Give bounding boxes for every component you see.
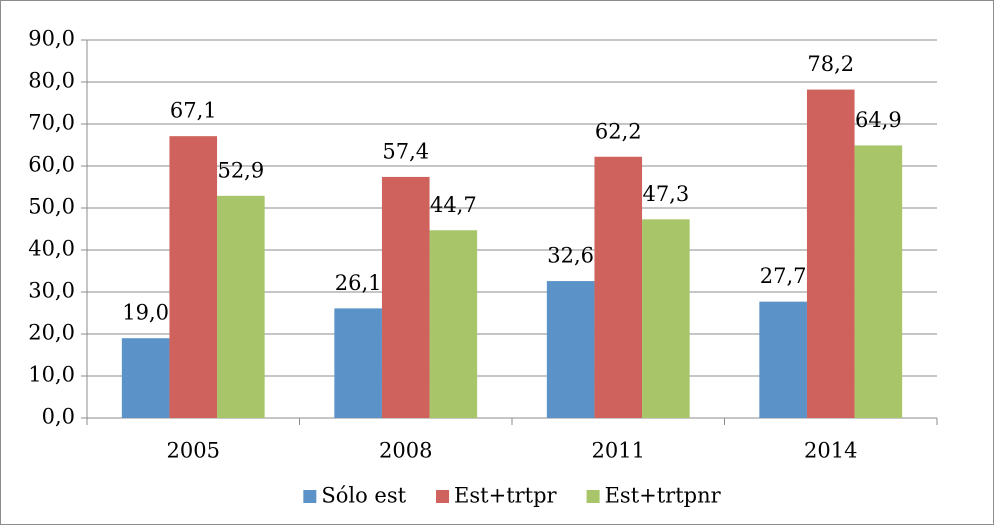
data-label: 67,1 <box>170 99 217 123</box>
data-label: 62,2 <box>595 119 642 143</box>
legend-label: Est+trtpr <box>454 484 558 508</box>
bar <box>854 145 903 419</box>
legend-label: Sólo est <box>321 484 406 508</box>
data-label: 64,9 <box>855 108 902 132</box>
data-label: 27,7 <box>760 264 807 288</box>
y-tick-label: 80,0 <box>28 69 75 93</box>
bar <box>217 195 265 418</box>
x-tick-label: 2005 <box>167 439 220 463</box>
legend-label: Est+trtpnr <box>605 484 722 508</box>
data-label: 52,9 <box>217 158 264 182</box>
bar <box>121 338 170 418</box>
legend-swatch <box>436 490 450 503</box>
data-label: 19,0 <box>122 301 169 325</box>
bar <box>381 176 430 418</box>
bar <box>169 136 218 418</box>
x-tick-label: 2011 <box>592 439 645 463</box>
legend-swatch <box>303 490 317 503</box>
data-label: 26,1 <box>335 271 382 295</box>
bar <box>642 219 690 418</box>
data-label: 47,3 <box>642 182 689 206</box>
bar <box>546 281 595 418</box>
y-tick-label: 70,0 <box>28 111 75 135</box>
y-tick-label: 60,0 <box>28 153 75 177</box>
legend-swatch <box>586 490 600 503</box>
x-tick-label: 2014 <box>804 439 857 463</box>
data-label: 44,7 <box>430 193 477 217</box>
data-label: 57,4 <box>382 139 429 163</box>
data-label: 78,2 <box>807 52 854 76</box>
y-tick-label: 30,0 <box>28 279 75 303</box>
bar <box>429 230 478 418</box>
bar <box>806 89 855 418</box>
bar <box>759 301 807 418</box>
y-tick-label: 90,0 <box>28 27 75 51</box>
y-tick-label: 20,0 <box>28 321 75 345</box>
bar <box>334 308 382 418</box>
data-label: 32,6 <box>547 244 594 268</box>
bar <box>594 156 643 418</box>
x-tick-label: 2008 <box>379 439 432 463</box>
y-tick-label: 40,0 <box>28 237 75 261</box>
y-tick-label: 10,0 <box>28 363 75 387</box>
y-tick-label: 50,0 <box>28 195 75 219</box>
y-tick-label: 0,0 <box>42 405 75 429</box>
